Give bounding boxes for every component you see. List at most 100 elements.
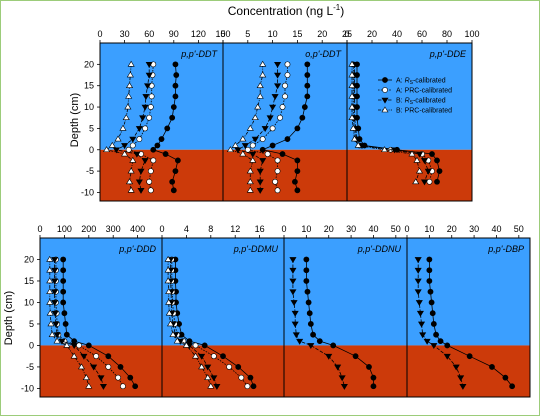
water-column-region <box>407 238 530 346</box>
panel-4: 0 100 200 300 400 -10 -5 0 5 10 15 20 p,p'-DDD <box>21 224 163 398</box>
data-point <box>434 178 440 185</box>
data-point <box>46 277 54 284</box>
data-point <box>271 94 279 100</box>
data-point <box>108 141 116 148</box>
data-point <box>169 114 176 121</box>
data-point <box>164 125 171 132</box>
x-tick-label: 20 <box>447 224 457 234</box>
data-point <box>370 383 377 390</box>
data-point <box>294 157 301 164</box>
data-point <box>147 168 154 175</box>
data-point <box>90 364 98 371</box>
data-point <box>246 178 254 185</box>
data-point <box>117 364 124 370</box>
data-point <box>53 337 61 344</box>
x-tick-label: 20 <box>324 224 334 234</box>
data-point <box>71 338 78 345</box>
data-point <box>147 104 154 110</box>
data-point <box>51 289 59 296</box>
data-point <box>172 93 179 100</box>
data-point <box>414 267 422 274</box>
data-point <box>291 321 299 328</box>
data-point <box>126 71 134 78</box>
data-point <box>348 71 356 78</box>
data-point <box>348 114 356 121</box>
data-point <box>426 278 433 284</box>
x-tick-label: 10 <box>268 29 278 39</box>
data-point <box>249 151 257 158</box>
data-point <box>210 375 218 382</box>
y-tick-label: -10 <box>21 383 34 393</box>
data-point <box>60 256 67 263</box>
data-point <box>246 124 254 131</box>
data-point <box>124 103 132 110</box>
data-point <box>239 135 247 142</box>
data-point <box>434 157 440 164</box>
panel-6: 0 10 20 30 40 50 p,p'-DDNU <box>281 224 408 398</box>
data-point <box>226 146 234 153</box>
data-point <box>274 157 281 164</box>
data-point <box>416 310 424 317</box>
x-tick-label: 8 <box>208 224 213 234</box>
data-point <box>348 82 356 89</box>
data-point <box>292 178 298 185</box>
sediment-region <box>407 345 530 397</box>
data-point <box>136 136 143 142</box>
data-point <box>426 178 433 185</box>
data-point <box>316 338 323 345</box>
data-point <box>259 158 267 165</box>
data-point <box>139 115 147 122</box>
data-point <box>294 187 301 194</box>
data-point <box>424 168 432 175</box>
x-tick-label: 60 <box>144 29 154 39</box>
legend-label-a-rs: A: RS-calibrated <box>396 78 446 87</box>
data-point <box>148 93 155 100</box>
data-point <box>46 298 54 305</box>
x-tick-label: 50 <box>391 224 401 234</box>
data-point <box>247 374 254 381</box>
data-point <box>259 146 266 153</box>
legend-label-b-rs: B: RS-calibrated <box>396 98 446 107</box>
data-point <box>164 266 172 273</box>
x-tick-label: 0 <box>344 29 349 39</box>
sediment-region <box>162 345 284 397</box>
data-point <box>348 92 356 99</box>
data-point <box>114 135 122 142</box>
data-point <box>70 352 78 359</box>
data-point <box>77 363 86 370</box>
y-tick-label: 10 <box>24 297 34 307</box>
data-point <box>47 320 55 327</box>
legend-a-rs-prefix: A: <box>396 78 405 85</box>
data-point <box>349 124 357 131</box>
data-point <box>60 267 67 274</box>
data-point <box>304 61 311 68</box>
data-point <box>289 267 297 274</box>
data-point <box>303 278 310 284</box>
x-tick-label: 4 <box>184 224 189 234</box>
figure-title-sup: -1 <box>333 3 341 12</box>
data-point <box>93 353 100 360</box>
data-point <box>103 146 111 153</box>
data-point <box>489 364 495 370</box>
data-point <box>192 352 200 359</box>
figure-title-main: Concentration (ng L <box>228 4 334 18</box>
data-point <box>60 288 67 295</box>
panel-title: p,p'-DBP <box>487 244 524 254</box>
data-point <box>125 92 133 99</box>
legend-a-prc-prefix: A: <box>396 88 405 95</box>
data-point <box>125 178 134 185</box>
data-point <box>426 267 433 274</box>
data-point <box>158 136 165 142</box>
data-point <box>213 383 221 390</box>
data-point <box>256 92 264 99</box>
panel-title: p,p'-DDE <box>429 49 467 59</box>
data-point <box>121 150 129 157</box>
data-point <box>141 158 149 165</box>
data-point <box>145 62 153 68</box>
data-point <box>201 342 208 349</box>
data-point <box>296 338 304 345</box>
data-point <box>310 331 316 338</box>
data-point <box>105 364 112 370</box>
data-point <box>207 382 215 389</box>
data-point <box>97 375 105 382</box>
